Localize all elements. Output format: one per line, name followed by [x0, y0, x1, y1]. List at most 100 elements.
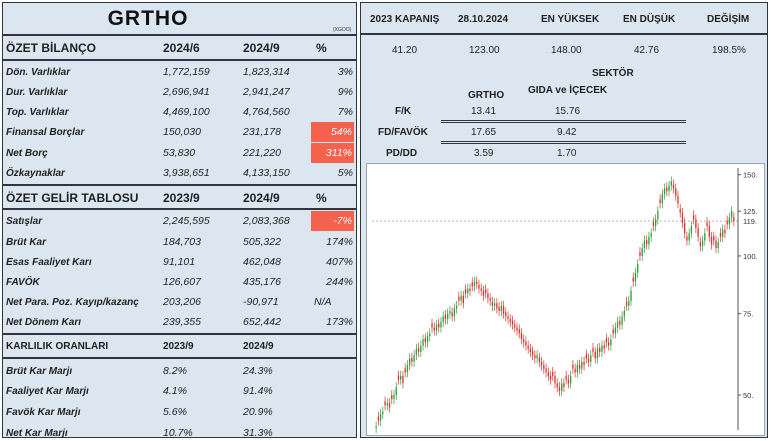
candle — [666, 182, 668, 197]
candle — [672, 179, 675, 194]
candle — [500, 300, 503, 317]
candle — [462, 290, 464, 309]
candle — [449, 306, 451, 319]
row-label: Net Para. Poz. Kayıp/kazanç — [6, 297, 139, 308]
candle — [400, 370, 402, 385]
candle — [632, 272, 634, 287]
candle — [558, 382, 561, 397]
candle — [726, 215, 728, 230]
row-value: 24.3% — [243, 365, 273, 377]
candle — [511, 315, 514, 330]
candle — [420, 340, 422, 357]
row-label: Dön. Varlıklar — [6, 67, 71, 78]
candle — [549, 370, 552, 385]
candle — [514, 319, 516, 333]
candle — [507, 311, 509, 325]
row-label: Net Kar Marjı — [6, 428, 68, 439]
balance-col1: 2024/6 — [163, 41, 200, 55]
balance-col2: 2024/9 — [243, 41, 280, 55]
y-tick-label: 150. — [743, 171, 758, 180]
market-panel: 2023 KAPANIŞ 28.10.2024 EN YÜKSEK EN DÜŞ… — [360, 2, 768, 438]
candle — [652, 217, 655, 232]
row-value: 3,938,651 — [163, 167, 210, 179]
row-label: Brüt Kar — [6, 237, 47, 248]
candle — [675, 183, 677, 201]
candle — [536, 350, 538, 364]
row-value: 5.6% — [163, 406, 187, 418]
candle — [628, 295, 630, 311]
row-value: 126,607 — [163, 276, 201, 288]
candle — [599, 342, 601, 357]
candle — [561, 378, 563, 397]
candle — [424, 333, 426, 348]
sector-row-sector: 15.76 — [555, 106, 581, 117]
row-label: Net Borç — [6, 148, 48, 159]
candle — [596, 343, 599, 364]
row-label: FAVÖK — [6, 277, 40, 288]
candle — [663, 183, 666, 200]
row-value: 31.3% — [243, 427, 273, 439]
candle — [458, 291, 460, 306]
row-value: 2,941,247 — [243, 86, 290, 98]
row-value: 10.7% — [163, 427, 193, 439]
row-label: Favök Kar Marjı — [6, 407, 81, 418]
candle — [607, 337, 610, 351]
candle — [455, 300, 458, 314]
row-value: 1,772,159 — [163, 66, 210, 78]
candle — [422, 334, 424, 351]
candle — [473, 276, 476, 292]
row-value: 221,220 — [243, 147, 281, 159]
candle — [382, 406, 384, 420]
row-label: Esas Faaliyet Karı — [6, 257, 92, 268]
current-price-value: 123.00 — [469, 45, 500, 56]
y-tick-label: 50. — [743, 391, 753, 400]
row-value: 4,133,150 — [243, 167, 290, 179]
candle — [493, 298, 496, 311]
candle — [518, 324, 520, 339]
candle — [659, 194, 661, 209]
candle — [619, 315, 621, 330]
row-pct: 173% — [326, 316, 353, 328]
candle — [397, 370, 400, 385]
candle — [646, 235, 648, 250]
row-value: 91,101 — [163, 256, 196, 268]
candle — [402, 370, 404, 389]
candle — [614, 322, 617, 339]
income-col3: % — [316, 191, 327, 205]
candle — [616, 316, 619, 333]
candle — [699, 237, 702, 252]
candle — [440, 316, 442, 333]
candle — [552, 366, 554, 381]
chart-axis: 150. 125. 100. 75. 50. 119. — [737, 168, 758, 430]
candle — [701, 235, 704, 252]
candle — [482, 285, 485, 301]
candle — [697, 222, 699, 242]
candle — [713, 231, 715, 246]
candle — [516, 322, 518, 336]
candle — [623, 306, 625, 322]
row-value: -90,971 — [243, 296, 279, 308]
candle — [690, 221, 693, 239]
row-pct: 407% — [326, 256, 353, 268]
row-value: 91.4% — [243, 385, 273, 397]
date-header: 28.10.2024 — [458, 14, 509, 25]
row-value: 20.9% — [243, 406, 273, 418]
candle — [556, 378, 558, 393]
candle — [605, 333, 608, 348]
candle — [724, 224, 726, 239]
candle — [496, 298, 498, 314]
sector-row-label: F/K — [395, 106, 412, 117]
candle — [585, 349, 587, 364]
candle — [643, 235, 646, 254]
candle — [625, 296, 628, 311]
price-chart: 150. 125. 100. 75. 50. 119. — [372, 168, 758, 434]
candle — [451, 307, 453, 322]
row-label: Brüt Kar Marjı — [6, 366, 73, 377]
ratios-col2: 2024/9 — [243, 341, 274, 352]
candle — [637, 259, 639, 278]
candle — [630, 285, 632, 306]
low-value: 42.76 — [634, 45, 660, 56]
candle — [377, 411, 380, 426]
candle — [384, 396, 386, 411]
candle — [661, 189, 663, 209]
